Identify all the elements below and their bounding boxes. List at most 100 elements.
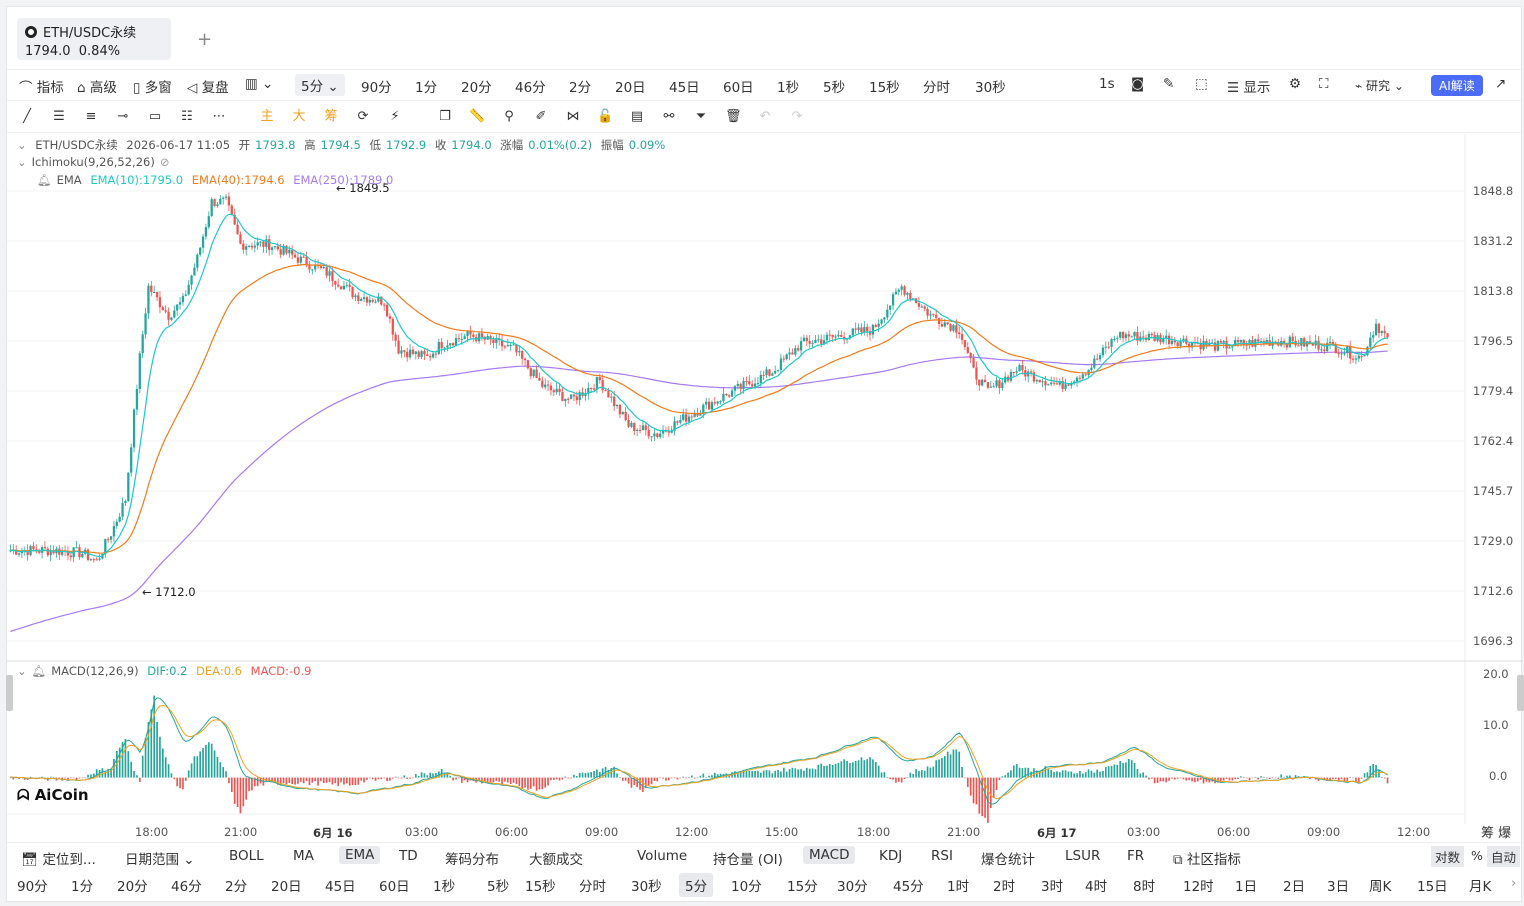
pencil-icon[interactable]: ✎ — [1163, 76, 1175, 92]
macd-bell-icon[interactable]: 🔔︎ — [31, 664, 47, 678]
more-icon[interactable]: ⋯ — [212, 109, 226, 124]
interval-46分[interactable]: 46分 — [515, 80, 546, 96]
locate-button[interactable]: 📅︎ 定位到... — [21, 852, 96, 868]
bottom-interval-10[interactable]: 15秒 — [525, 879, 556, 895]
left-collapse-handle[interactable] — [6, 675, 13, 711]
date-range-button[interactable]: 日期范围 ⌄ — [125, 852, 195, 868]
bottom-interval-0[interactable]: 90分 — [17, 879, 48, 895]
symbol-tab[interactable]: ETH/USDC永续 1794.0 0.84% — [17, 18, 171, 60]
interval-5秒[interactable]: 5秒 — [823, 80, 846, 96]
link-icon[interactable]: ⚯ — [663, 109, 675, 124]
interval-2分[interactable]: 2分 — [569, 80, 592, 96]
line-tool-icon[interactable]: ╱ — [23, 109, 31, 124]
indicator-tab-4[interactable]: 筹码分布 — [445, 852, 499, 868]
indicator-tab-3[interactable]: TD — [399, 848, 418, 864]
bottom-interval-14[interactable]: 10分 — [731, 879, 762, 895]
bottom-interval-11[interactable]: 分时 — [579, 879, 606, 895]
rectangle-icon[interactable]: ▭ — [148, 109, 162, 124]
bottom-interval-13[interactable]: 5分 — [679, 873, 714, 897]
display-button[interactable]: ☰ 显示 — [1227, 80, 1271, 96]
ichimoku-legend[interactable]: ⌄ Ichimoku(9,26,52,26) ⊘ — [17, 155, 170, 169]
bottom-interval-27[interactable]: 周K — [1369, 879, 1392, 895]
bottom-interval-26[interactable]: 3日 — [1327, 879, 1350, 895]
trash-icon[interactable]: 🗑 — [725, 109, 742, 124]
interval-1秒[interactable]: 1秒 — [777, 80, 800, 96]
bottom-interval-9[interactable]: 5秒 — [487, 879, 510, 895]
copy-icon[interactable]: ❐ — [439, 109, 451, 124]
right-collapse-handle[interactable] — [1517, 675, 1524, 711]
bell-icon[interactable]: 🔔︎ — [37, 173, 52, 187]
bottom-interval-4[interactable]: 2分 — [225, 879, 248, 895]
indicator-tab-5[interactable]: 大额成交 — [529, 852, 583, 868]
parallel-lines-icon[interactable]: ☰ — [53, 109, 65, 124]
replay-button[interactable]: ◁ 复盘 — [187, 80, 229, 96]
camera-icon[interactable]: ◙ — [1131, 76, 1145, 92]
filter-icon[interactable]: ⏷ — [695, 109, 707, 124]
log-toggle[interactable]: 对数 — [1431, 846, 1465, 867]
indicator-button[interactable]: ⌒ 指标 — [19, 80, 64, 96]
interval-45日[interactable]: 45日 — [669, 80, 700, 96]
external-link-icon[interactable]: ↗ — [1495, 76, 1507, 92]
chips-indicator-label[interactable]: 筹 — [324, 109, 338, 124]
undo-icon[interactable]: ↶ — [759, 109, 771, 124]
macd-legend[interactable]: ⌄ 🔔︎ MACD(12,26,9) DIF:0.2 DEA:0.6 MACD:-0… — [17, 664, 312, 678]
bottom-interval-6[interactable]: 45日 — [325, 879, 356, 895]
redo-icon[interactable]: ↷ — [791, 109, 803, 124]
subindicator-tab-1[interactable]: 持仓量 (OI) — [713, 852, 783, 868]
percent-toggle[interactable]: % — [1471, 848, 1483, 863]
subindicator-tab-3[interactable]: KDJ — [879, 848, 903, 864]
eye-hidden-icon[interactable]: ⊘ — [159, 155, 170, 169]
advanced-button[interactable]: ⌂ 高级 — [77, 80, 117, 96]
magnet-icon[interactable]: ⋈ — [566, 109, 580, 124]
indicator-tab-1[interactable]: MA — [293, 848, 314, 864]
bottom-interval-12[interactable]: 30秒 — [631, 879, 662, 895]
bottom-interval-3[interactable]: 46分 — [171, 879, 202, 895]
interval-30秒[interactable]: 30秒 — [975, 80, 1006, 96]
indicator-tab-2[interactable]: EMA — [339, 846, 381, 864]
multiwindow-button[interactable]: ▯ 多窗 — [133, 80, 172, 96]
add-tab-icon[interactable]: + — [197, 29, 213, 50]
interval-60日[interactable]: 60日 — [723, 80, 754, 96]
template-icon[interactable]: ▤ — [630, 109, 644, 124]
auto-toggle[interactable]: 自动 — [1487, 846, 1521, 867]
settings-icon[interactable]: ⚙ — [1289, 76, 1302, 92]
axis-right-label[interactable]: 筹 爆 — [1481, 826, 1512, 841]
subindicator-tab-0[interactable]: Volume — [637, 848, 688, 864]
channel-icon[interactable]: ≡ — [85, 109, 97, 124]
bottom-interval-22[interactable]: 8时 — [1133, 879, 1156, 895]
main-indicator-label[interactable]: 主 — [260, 109, 274, 124]
research-button[interactable]: ⌁ 研究 ⌄ — [1355, 79, 1404, 93]
ema-legend[interactable]: 🔔︎ EMA EMA(10):1795.0 EMA(40):1794.6 EMA(… — [37, 173, 394, 187]
bottom-interval-25[interactable]: 2日 — [1283, 879, 1306, 895]
bottom-interval-20[interactable]: 3时 — [1041, 879, 1064, 895]
interval-90分[interactable]: 90分 — [361, 80, 392, 96]
indicator-tab-0[interactable]: BOLL — [229, 848, 264, 864]
interval-1分[interactable]: 1分 — [415, 80, 438, 96]
bottom-interval-15[interactable]: 15分 — [787, 879, 818, 895]
bottom-interval-29[interactable]: 月K — [1469, 879, 1492, 895]
bottom-interval-16[interactable]: 30分 — [837, 879, 868, 895]
ruler-icon[interactable]: 📏 — [469, 109, 486, 124]
fullscreen-icon[interactable]: ⛶ — [1319, 76, 1329, 92]
magic-icon[interactable]: ⚡ — [390, 109, 400, 124]
bottom-interval-24[interactable]: 1日 — [1235, 879, 1258, 895]
bottom-interval-5[interactable]: 20日 — [271, 879, 302, 895]
bottom-interval-17[interactable]: 45分 — [893, 879, 924, 895]
interval-20日[interactable]: 20日 — [615, 80, 646, 96]
bottom-interval-8[interactable]: 1秒 — [433, 879, 456, 895]
interval-20分[interactable]: 20分 — [461, 80, 492, 96]
bottom-interval-23[interactable]: 12时 — [1183, 879, 1214, 895]
seconds-button[interactable]: 1s — [1099, 76, 1115, 92]
bottom-interval-2[interactable]: 20分 — [117, 879, 148, 895]
sync-icon[interactable]: ⟳ — [357, 109, 369, 124]
chart-type-icon[interactable]: ▥ ⌄ — [245, 76, 274, 92]
interval-分时[interactable]: 分时 — [923, 80, 950, 96]
text-list-icon[interactable]: ☷ — [181, 109, 193, 124]
subindicator-tab-4[interactable]: RSI — [931, 848, 953, 864]
subindicator-tab-8[interactable]: ⧉ 社区指标 — [1173, 852, 1241, 868]
horizontal-line-icon[interactable]: ⊸ — [117, 109, 129, 124]
brush-icon[interactable]: ✐ — [535, 109, 547, 124]
big-indicator-label[interactable]: 大 — [292, 109, 306, 124]
bottom-interval-7[interactable]: 60日 — [379, 879, 410, 895]
